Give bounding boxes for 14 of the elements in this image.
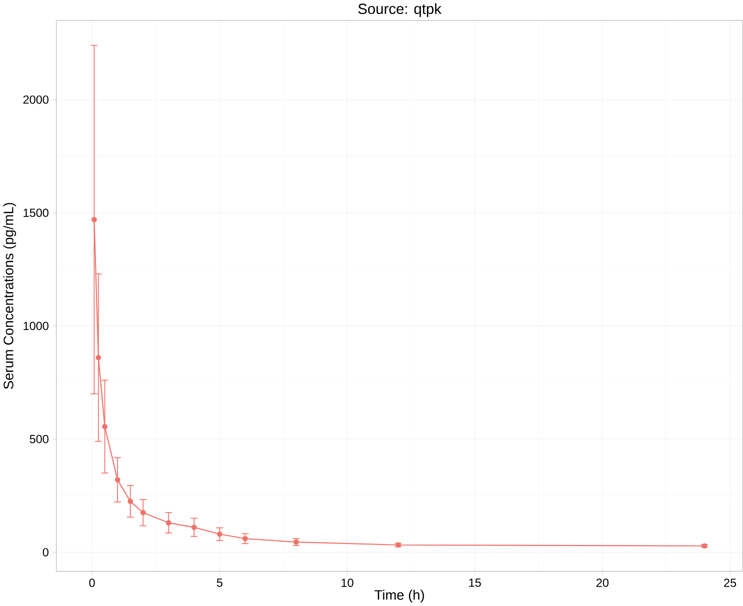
y-tick-label: 1000	[24, 322, 48, 330]
x-tick-label: 15	[469, 578, 481, 587]
x-tick-label: 10	[342, 578, 354, 588]
x-tick-label: 20	[596, 578, 609, 588]
y-tick-label: 1500	[24, 208, 48, 218]
x-tick-label: 0	[89, 578, 95, 588]
y-axis-title: Serum Concentrations (pg/mL)	[3, 203, 16, 390]
y-tick-label: 2000	[23, 96, 48, 104]
x-tick-label: 5	[216, 578, 222, 587]
chart-title: Source: qtpk	[358, 3, 442, 18]
x-axis-title: Time (h)	[374, 590, 424, 603]
x-tick-label: 25	[724, 578, 736, 588]
y-tick-label: 500	[30, 435, 48, 444]
y-tick-label: 0	[42, 548, 48, 556]
